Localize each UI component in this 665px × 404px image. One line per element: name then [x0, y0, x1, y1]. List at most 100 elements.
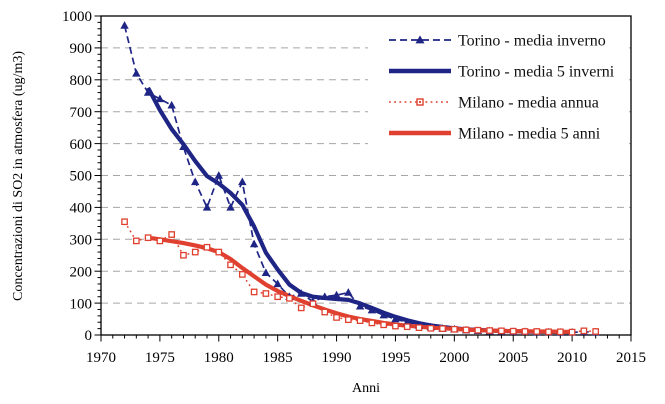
data-point-square	[121, 218, 128, 226]
data-point-square	[415, 324, 423, 332]
legend: Torino - media inverno Torino - media 5 i…	[368, 17, 629, 153]
x-tick-label: 1985	[263, 350, 293, 366]
data-point-square	[450, 325, 458, 333]
data-point-triangle	[391, 314, 400, 323]
data-point-triangle	[143, 88, 153, 96]
x-tick-label: 1995	[380, 350, 410, 366]
data-point-triangle	[120, 21, 129, 29]
x-tick-label: 2010	[557, 350, 587, 366]
y-tick-label: 1000	[62, 9, 92, 25]
y-tick-label: 600	[70, 137, 93, 153]
data-point-square	[262, 290, 270, 297]
data-point-triangle	[367, 305, 377, 314]
y-tick-label: 0	[85, 328, 93, 344]
data-point-square	[380, 321, 388, 329]
data-point-square	[344, 316, 352, 324]
data-point-square	[521, 328, 529, 335]
x-tick-label: 2015	[616, 350, 646, 366]
y-tick-label: 700	[70, 105, 93, 121]
y-tick-label: 500	[70, 169, 93, 185]
data-point-triangle	[179, 142, 188, 150]
data-point-triangle	[355, 301, 365, 310]
data-point-square	[568, 328, 576, 336]
data-point-triangle	[320, 292, 329, 300]
data-point-square	[439, 325, 446, 332]
y-tick-label: 100	[70, 296, 93, 312]
data-point-square	[203, 243, 211, 251]
data-point-square	[227, 261, 234, 269]
legend-marker-triangle	[415, 35, 425, 44]
x-axis-title: Anni	[352, 381, 380, 396]
legend-label: Milano - media 5 anni	[458, 126, 601, 143]
data-point-square	[427, 324, 435, 332]
data-point-square	[368, 319, 376, 327]
data-point-square	[474, 326, 482, 334]
data-point-square	[215, 248, 223, 256]
plot-border	[100, 15, 632, 336]
data-point-triangle	[214, 171, 223, 179]
x-tick-label: 1990	[322, 350, 352, 366]
data-point-square	[321, 308, 329, 316]
data-point-square	[356, 317, 364, 324]
data-point-triangle	[261, 268, 271, 276]
data-point-square	[144, 234, 152, 242]
data-point-square	[545, 328, 552, 336]
data-point-square	[533, 328, 541, 335]
data-point-triangle	[332, 290, 341, 299]
data-point-square	[180, 251, 187, 259]
data-point-triangle	[167, 100, 176, 109]
data-point-triangle	[202, 203, 212, 211]
data-point-square	[592, 328, 600, 335]
legend-entry: Torino - media 5 inverni	[389, 64, 615, 81]
data-point-triangle	[191, 177, 200, 186]
data-point-square	[309, 300, 317, 308]
x-tick-label: 1975	[145, 350, 175, 366]
markers-group	[120, 21, 600, 336]
data-point-square	[392, 322, 399, 330]
data-point-triangle	[132, 69, 141, 77]
x-tick-label: 1980	[204, 350, 234, 366]
legend-entry: Milano - media 5 anni	[389, 126, 601, 143]
data-point-square	[132, 237, 140, 245]
data-point-triangle	[155, 94, 165, 103]
data-point-square	[580, 327, 588, 335]
data-point-triangle	[379, 310, 388, 319]
y-tick-label: 900	[70, 41, 93, 57]
y-tick-label: 200	[70, 264, 93, 280]
legend-label: Torino - media 5 inverni	[458, 64, 615, 81]
data-point-square	[168, 231, 176, 238]
y-axis-title: Concentrazioni di SO2 in atmosfera (ug/m…	[11, 51, 26, 301]
y-tick-label: 300	[70, 233, 93, 249]
data-point-square	[509, 327, 517, 335]
legend-label: Milano - media annua	[458, 95, 599, 112]
x-tick-label: 2000	[439, 350, 469, 366]
data-point-square	[486, 327, 494, 334]
data-point-square	[274, 293, 282, 301]
data-point-square	[556, 328, 564, 336]
legend-label: Torino - media inverno	[458, 33, 606, 50]
data-point-square	[250, 288, 258, 296]
data-point-square	[297, 304, 305, 312]
data-point-square	[156, 237, 164, 245]
data-point-triangle	[273, 279, 282, 288]
data-point-square	[191, 248, 199, 256]
data-point-triangle	[226, 203, 235, 211]
data-point-square	[498, 327, 505, 335]
data-point-square	[403, 323, 411, 331]
data-point-triangle	[249, 239, 259, 248]
y-tick-label: 800	[70, 73, 93, 89]
data-point-triangle	[344, 288, 353, 296]
legend-entry: Milano - media annua	[389, 95, 599, 112]
legend-marker-dot	[418, 100, 422, 104]
data-point-square	[238, 271, 246, 278]
data-point-triangle	[297, 289, 306, 297]
axes-group: 0 100 200 300 400 500 600 700 800 900 1000 1970 1975…	[62, 9, 646, 366]
y-tick-label: 400	[70, 201, 93, 217]
series-line-3	[123, 221, 596, 333]
x-tick-label: 2005	[498, 350, 528, 366]
gridlines-group	[101, 47, 631, 304]
data-point-triangle	[238, 177, 247, 186]
data-point-square	[286, 294, 293, 302]
